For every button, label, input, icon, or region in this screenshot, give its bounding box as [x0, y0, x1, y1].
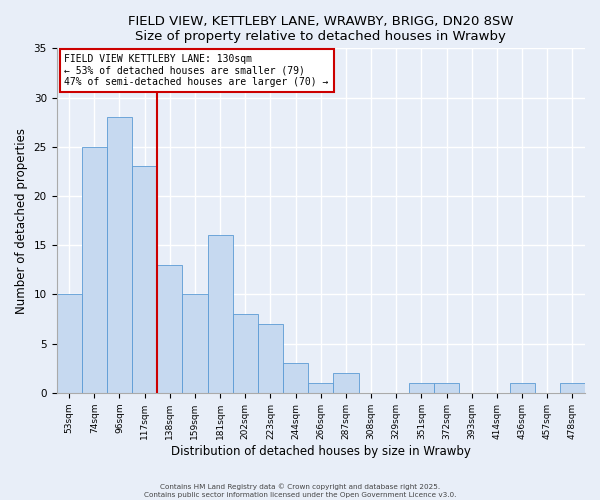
Bar	[409, 383, 434, 393]
Bar	[233, 314, 258, 393]
Bar	[434, 383, 459, 393]
Bar	[334, 373, 359, 393]
Bar	[56, 294, 82, 393]
Bar	[157, 265, 182, 393]
Y-axis label: Number of detached properties: Number of detached properties	[15, 128, 28, 314]
X-axis label: Distribution of detached houses by size in Wrawby: Distribution of detached houses by size …	[171, 444, 471, 458]
Bar	[560, 383, 585, 393]
Bar	[509, 383, 535, 393]
Bar	[107, 117, 132, 393]
Text: Contains HM Land Registry data © Crown copyright and database right 2025.
Contai: Contains HM Land Registry data © Crown c…	[144, 484, 456, 498]
Bar	[283, 364, 308, 393]
Bar	[82, 147, 107, 393]
Bar	[132, 166, 157, 393]
Bar	[208, 236, 233, 393]
Bar	[308, 383, 334, 393]
Text: FIELD VIEW KETTLEBY LANE: 130sqm
← 53% of detached houses are smaller (79)
47% o: FIELD VIEW KETTLEBY LANE: 130sqm ← 53% o…	[64, 54, 329, 86]
Title: FIELD VIEW, KETTLEBY LANE, WRAWBY, BRIGG, DN20 8SW
Size of property relative to : FIELD VIEW, KETTLEBY LANE, WRAWBY, BRIGG…	[128, 15, 514, 43]
Bar	[182, 294, 208, 393]
Bar	[258, 324, 283, 393]
